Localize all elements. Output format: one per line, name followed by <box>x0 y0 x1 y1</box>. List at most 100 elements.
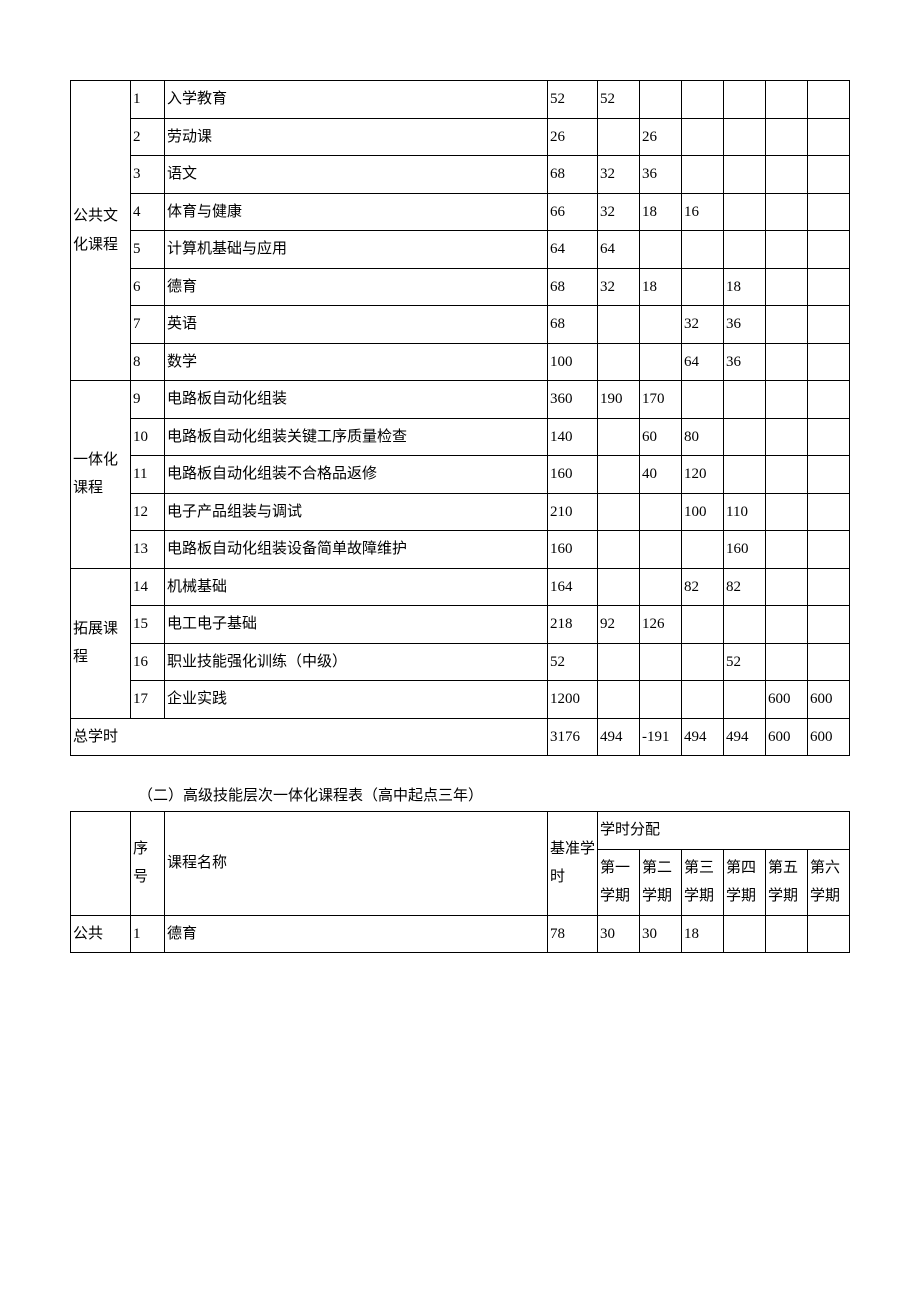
base-hours: 164 <box>548 568 598 606</box>
base-hours: 66 <box>548 193 598 231</box>
course-name: 入学教育 <box>165 81 548 119</box>
sem-hours <box>682 643 724 681</box>
row-index: 9 <box>131 381 165 419</box>
sem-hours <box>682 531 724 569</box>
header-course-name: 课程名称 <box>165 812 548 916</box>
course-name: 职业技能强化训练（中级） <box>165 643 548 681</box>
sem-hours <box>766 643 808 681</box>
totals-sem: 494 <box>682 718 724 756</box>
sem-hours <box>640 231 682 269</box>
sem-hours: 30 <box>597 915 639 953</box>
header-semester-5: 第五学期 <box>765 849 807 915</box>
sem-hours <box>808 493 850 531</box>
sem-hours <box>682 156 724 194</box>
sem-hours: 170 <box>640 381 682 419</box>
category-label: 拓展课程 <box>71 568 131 718</box>
sem-hours: 110 <box>724 493 766 531</box>
sem-hours: 92 <box>598 606 640 644</box>
header-semester-6: 第六学期 <box>807 849 849 915</box>
base-hours: 68 <box>548 268 598 306</box>
sem-hours: 600 <box>766 681 808 719</box>
table-row: 一体化课程9电路板自动化组装360190170 <box>71 381 850 419</box>
sem-hours: 18 <box>640 268 682 306</box>
sem-hours <box>682 231 724 269</box>
row-index: 12 <box>131 493 165 531</box>
totals-sem: 494 <box>724 718 766 756</box>
sem-hours <box>808 306 850 344</box>
table-row: 12电子产品组装与调试210100110 <box>71 493 850 531</box>
course-name: 劳动课 <box>165 118 548 156</box>
sem-hours <box>808 531 850 569</box>
sem-hours <box>724 381 766 419</box>
sem-hours <box>682 81 724 119</box>
course-name: 电子产品组装与调试 <box>165 493 548 531</box>
row-index: 1 <box>131 81 165 119</box>
sem-hours <box>808 381 850 419</box>
sem-hours <box>766 493 808 531</box>
sem-hours <box>598 306 640 344</box>
sem-hours: 600 <box>808 681 850 719</box>
table-row: 2劳动课2626 <box>71 118 850 156</box>
row-index: 1 <box>131 915 165 953</box>
course-name: 体育与健康 <box>165 193 548 231</box>
row-index: 10 <box>131 418 165 456</box>
category-label: 公共文化课程 <box>71 81 131 381</box>
course-name: 数学 <box>165 343 548 381</box>
base-hours: 140 <box>548 418 598 456</box>
sem-hours: 16 <box>682 193 724 231</box>
sem-hours: 126 <box>640 606 682 644</box>
base-hours: 78 <box>547 915 597 953</box>
section-2-title: （二）高级技能层次一体化课程表（高中起点三年） <box>138 784 850 805</box>
sem-hours: 64 <box>682 343 724 381</box>
sem-hours <box>766 306 808 344</box>
sem-hours <box>682 606 724 644</box>
course-name: 电工电子基础 <box>165 606 548 644</box>
sem-hours <box>598 493 640 531</box>
base-hours: 64 <box>548 231 598 269</box>
course-name: 英语 <box>165 306 548 344</box>
sem-hours <box>808 456 850 494</box>
sem-hours <box>598 418 640 456</box>
sem-hours <box>724 606 766 644</box>
sem-hours <box>808 268 850 306</box>
sem-hours <box>724 193 766 231</box>
sem-hours <box>723 915 765 953</box>
table-row: 5计算机基础与应用6464 <box>71 231 850 269</box>
sem-hours <box>598 118 640 156</box>
category-label: 公共 <box>71 915 131 953</box>
sem-hours <box>598 531 640 569</box>
sem-hours: 120 <box>682 456 724 494</box>
sem-hours <box>766 156 808 194</box>
sem-hours <box>766 118 808 156</box>
header-semester-4: 第四学期 <box>723 849 765 915</box>
sem-hours <box>598 643 640 681</box>
sem-hours <box>807 915 849 953</box>
sem-hours: 18 <box>724 268 766 306</box>
sem-hours <box>640 643 682 681</box>
sem-hours <box>640 531 682 569</box>
row-index: 3 <box>131 156 165 194</box>
sem-hours <box>640 306 682 344</box>
sem-hours: 36 <box>724 306 766 344</box>
sem-hours <box>766 606 808 644</box>
header-semester-3: 第三学期 <box>681 849 723 915</box>
sem-hours <box>682 681 724 719</box>
sem-hours <box>765 915 807 953</box>
curriculum-table-1: 公共文化课程1入学教育52522劳动课26263语文6832364体育与健康66… <box>70 80 850 756</box>
course-name: 德育 <box>165 915 548 953</box>
sem-hours: 18 <box>640 193 682 231</box>
table-row: 8数学1006436 <box>71 343 850 381</box>
base-hours: 52 <box>548 643 598 681</box>
course-name: 语文 <box>165 156 548 194</box>
table-row: 17企业实践1200600600 <box>71 681 850 719</box>
sem-hours: 32 <box>682 306 724 344</box>
base-hours: 68 <box>548 156 598 194</box>
sem-hours <box>598 681 640 719</box>
sem-hours: 82 <box>724 568 766 606</box>
course-name: 机械基础 <box>165 568 548 606</box>
sem-hours <box>766 268 808 306</box>
sem-hours: 52 <box>724 643 766 681</box>
table-row: 11电路板自动化组装不合格品返修16040120 <box>71 456 850 494</box>
course-name: 电路板自动化组装设备简单故障维护 <box>165 531 548 569</box>
sem-hours <box>766 81 808 119</box>
